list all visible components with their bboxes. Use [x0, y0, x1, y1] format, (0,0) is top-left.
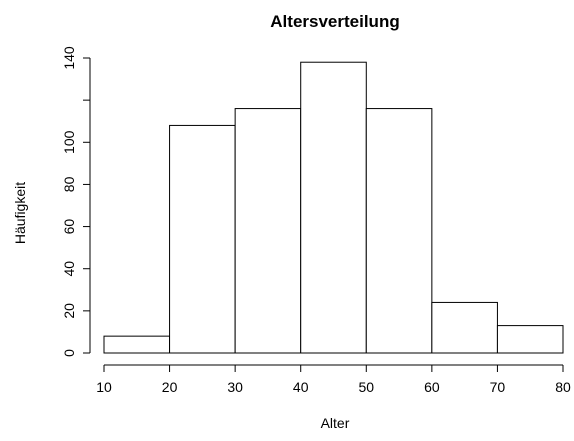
x-tick-label: 40 [293, 379, 309, 395]
histogram-bar [169, 124, 236, 354]
y-tick-label: 100 [61, 130, 77, 154]
x-tick-label: 50 [358, 379, 374, 395]
x-tick-label: 70 [490, 379, 506, 395]
y-tick-label: 0 [61, 349, 77, 357]
y-tick-label: 40 [61, 261, 77, 277]
histogram-bar [431, 301, 498, 354]
histogram-bar [300, 61, 367, 354]
histogram-bar [103, 335, 171, 354]
x-tick-label: 10 [96, 379, 112, 395]
y-axis: 0 20 40 60 80 100 140 [61, 46, 91, 357]
x-axis-label: Alter [321, 415, 350, 431]
y-tick-label: 60 [61, 219, 77, 235]
y-tick-label: 80 [61, 176, 77, 192]
x-tick-label: 60 [424, 379, 440, 395]
x-axis: 10 20 30 40 50 60 70 80 [96, 364, 571, 395]
y-tick-label: 140 [61, 46, 77, 70]
x-tick-label: 20 [162, 379, 178, 395]
y-tick-label: 20 [61, 303, 77, 319]
histogram-bar [365, 108, 433, 354]
y-axis-label: Häufigkeit [12, 182, 28, 244]
histogram-bar [234, 108, 302, 354]
histogram-bars [103, 61, 564, 354]
chart-title: Altersverteilung [270, 12, 399, 31]
x-tick-label: 80 [555, 379, 571, 395]
histogram-bar [496, 325, 564, 354]
x-tick-label: 30 [227, 379, 243, 395]
